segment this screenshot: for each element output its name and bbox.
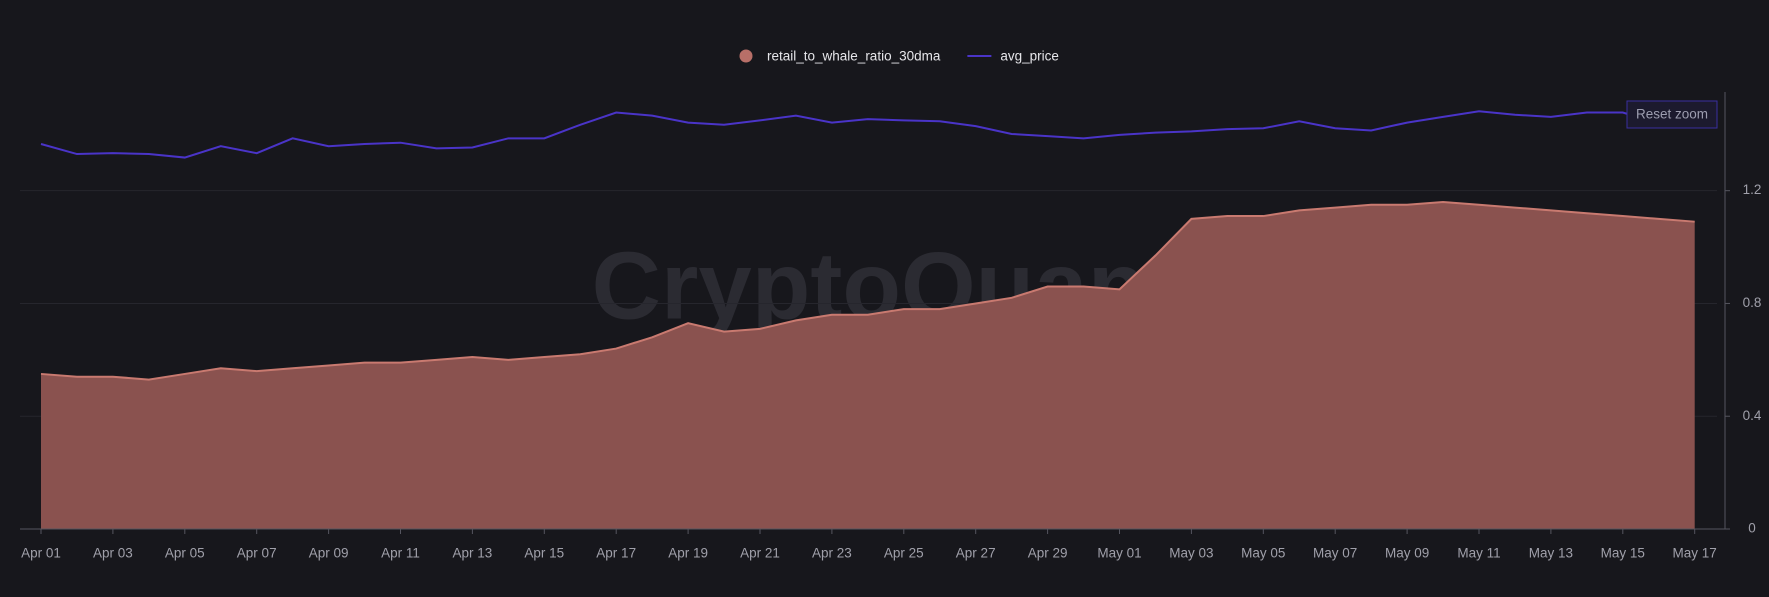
x-tick-label: May 05 [1241, 546, 1285, 561]
legend-label: avg_price [1000, 49, 1059, 64]
legend-label: retail_to_whale_ratio_30dma [767, 49, 941, 64]
x-tick-label: Apr 03 [93, 546, 133, 561]
x-tick-label: Apr 09 [309, 546, 349, 561]
x-tick-label: Apr 07 [237, 546, 277, 561]
x-tick-label: Apr 11 [381, 546, 420, 561]
x-tick-label: May 09 [1385, 546, 1429, 561]
x-tick-label: Apr 25 [884, 546, 924, 561]
reset-zoom-button[interactable]: Reset zoom [1626, 100, 1718, 129]
reset-zoom-box [1626, 100, 1718, 129]
x-tick-label: Apr 27 [956, 546, 996, 561]
x-tick-label: Apr 15 [524, 546, 564, 561]
reset-zoom-label: Reset zoom [1636, 107, 1708, 122]
x-tick-label: May 01 [1097, 546, 1141, 561]
y-tick-label: 0.4 [1743, 408, 1762, 423]
x-tick-label: May 13 [1529, 546, 1573, 561]
x-tick-label: May 03 [1169, 546, 1213, 561]
y-tick-label: 0 [1748, 521, 1756, 536]
x-tick-label: Apr 13 [453, 546, 493, 561]
x-tick-label: Apr 01 [21, 546, 61, 561]
y-tick-label: 0.8 [1743, 295, 1762, 310]
x-tick-label: Apr 19 [668, 546, 708, 561]
y-tick-label: 1.2 [1743, 182, 1762, 197]
x-tick-label: Apr 21 [740, 546, 780, 561]
x-tick-label: May 07 [1313, 546, 1357, 561]
price-line [40, 110, 1695, 159]
legend-marker [739, 49, 753, 63]
x-tick-label: Apr 05 [165, 546, 205, 561]
area-fill [41, 201, 1695, 529]
area-line [40, 200, 1695, 381]
x-tick-label: Apr 23 [812, 546, 852, 561]
x-tick-label: May 11 [1457, 546, 1500, 561]
x-tick-label: May 17 [1673, 546, 1717, 561]
x-tick-label: Apr 29 [1028, 546, 1068, 561]
x-tick-label: May 15 [1601, 546, 1645, 561]
x-tick-label: Apr 17 [596, 546, 636, 561]
